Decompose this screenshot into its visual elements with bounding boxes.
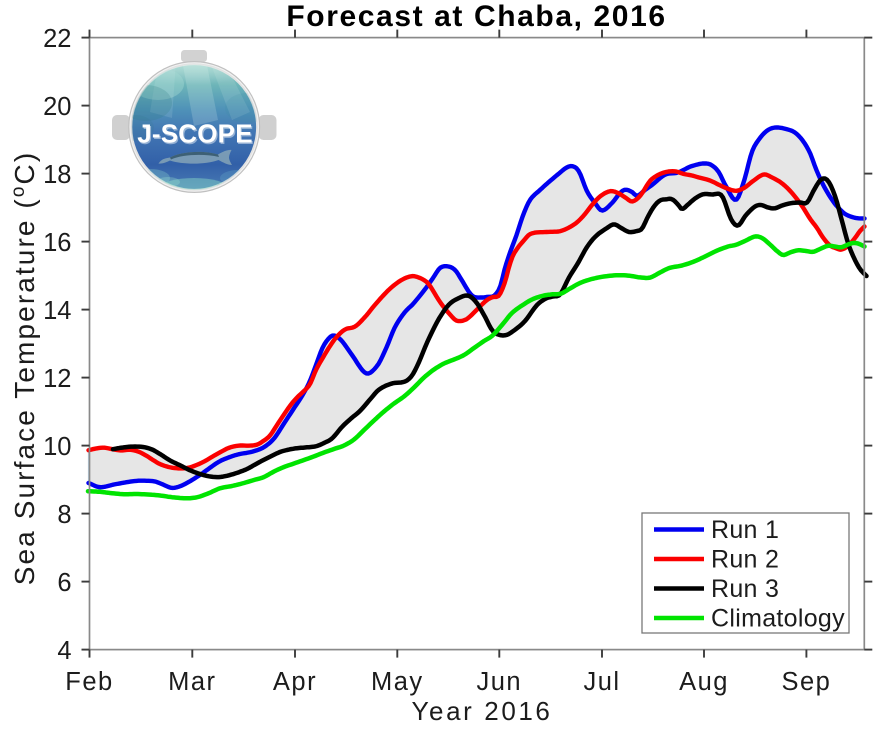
svg-text:Forecast at Chaba, 2016: Forecast at Chaba, 2016 <box>286 0 666 33</box>
svg-text:16: 16 <box>43 229 71 257</box>
svg-text:22: 22 <box>43 25 71 53</box>
svg-text:Run 3: Run 3 <box>711 575 779 603</box>
svg-text:Sep: Sep <box>781 668 831 696</box>
svg-text:Climatology: Climatology <box>711 605 845 633</box>
svg-text:Run 1: Run 1 <box>711 516 779 544</box>
svg-text:Run 2: Run 2 <box>711 546 779 574</box>
svg-text:J-SCOPE: J-SCOPE <box>138 120 254 150</box>
svg-text:J-SCOPE: J-SCOPE <box>137 119 253 149</box>
svg-text:Year 2016: Year 2016 <box>412 696 553 726</box>
svg-text:20: 20 <box>43 93 71 121</box>
svg-text:8: 8 <box>57 501 71 529</box>
svg-text:4: 4 <box>57 637 71 665</box>
svg-text:Feb: Feb <box>65 668 113 696</box>
svg-text:Jun: Jun <box>476 668 522 696</box>
svg-text:6: 6 <box>57 569 71 597</box>
svg-text:Jul: Jul <box>583 668 620 696</box>
svg-text:Mar: Mar <box>168 668 216 696</box>
svg-text:Apr: Apr <box>273 668 317 696</box>
svg-text:Sea Surface Temperature (oC): Sea Surface Temperature (oC) <box>8 151 40 586</box>
svg-text:Aug: Aug <box>679 668 729 696</box>
svg-text:18: 18 <box>43 161 71 189</box>
svg-text:14: 14 <box>43 297 71 325</box>
svg-text:May: May <box>371 668 424 696</box>
svg-text:10: 10 <box>43 433 71 461</box>
svg-text:12: 12 <box>43 365 71 393</box>
